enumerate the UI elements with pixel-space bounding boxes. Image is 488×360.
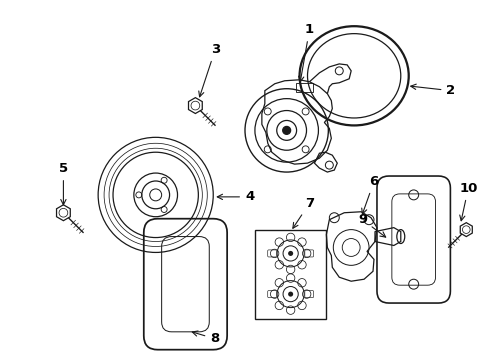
Text: 6: 6 bbox=[361, 175, 378, 214]
Text: 5: 5 bbox=[59, 162, 68, 205]
Text: 8: 8 bbox=[192, 331, 219, 345]
Circle shape bbox=[287, 292, 293, 297]
Text: 7: 7 bbox=[292, 197, 313, 228]
Text: 4: 4 bbox=[217, 190, 254, 203]
Text: 3: 3 bbox=[198, 43, 220, 97]
Text: 10: 10 bbox=[458, 182, 476, 221]
Circle shape bbox=[282, 126, 290, 134]
Text: 1: 1 bbox=[298, 23, 313, 82]
Bar bbox=[295, 83, 313, 92]
Bar bbox=[254, 230, 325, 319]
Circle shape bbox=[287, 251, 293, 256]
Text: 9: 9 bbox=[357, 213, 385, 237]
Text: 2: 2 bbox=[410, 84, 455, 97]
